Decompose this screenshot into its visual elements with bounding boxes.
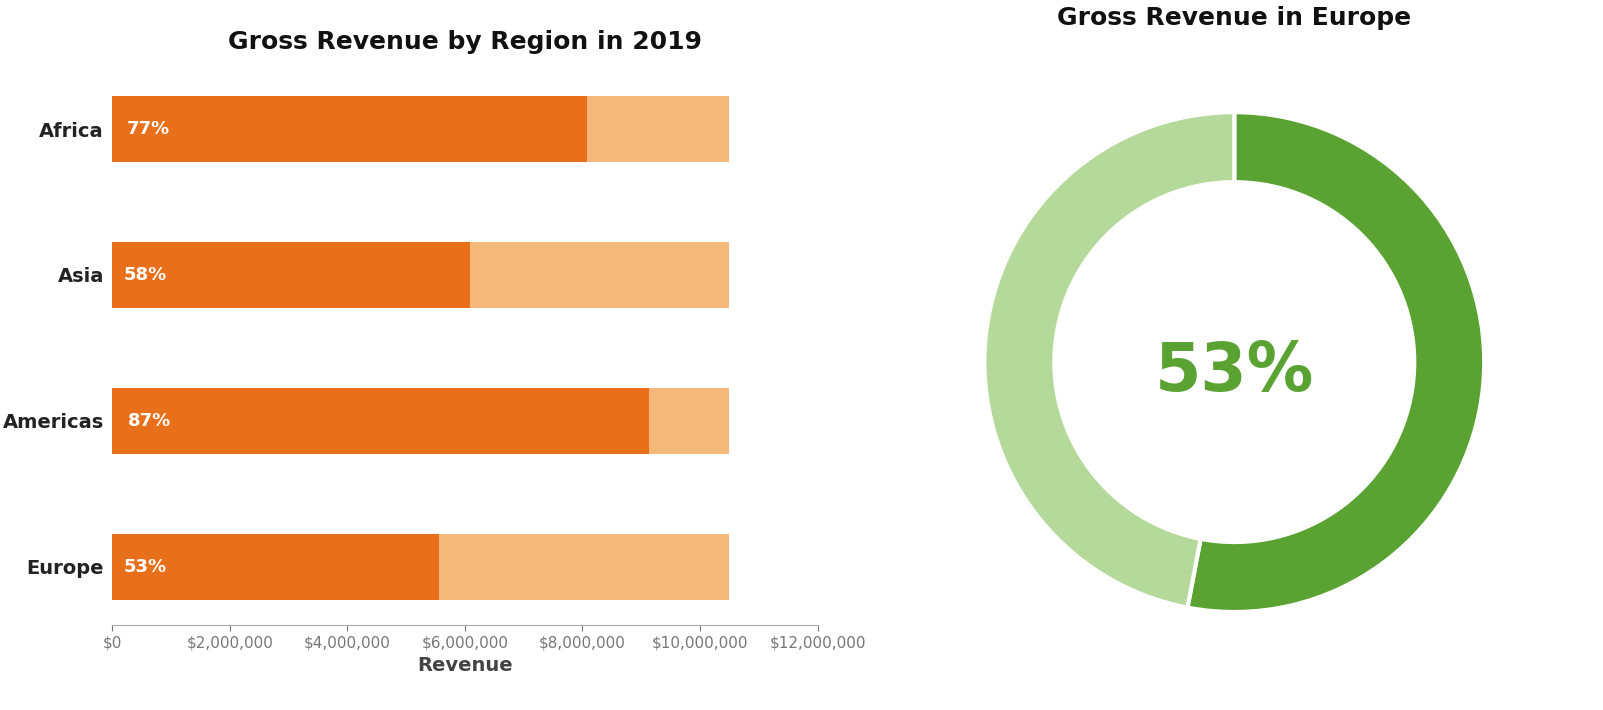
Bar bbox=[112, 388, 649, 454]
Text: 58%: 58% bbox=[123, 266, 167, 284]
Bar bbox=[112, 242, 470, 307]
Text: 77%: 77% bbox=[127, 120, 170, 138]
X-axis label: Revenue: Revenue bbox=[417, 656, 513, 674]
Bar bbox=[587, 96, 729, 162]
Bar bbox=[112, 534, 439, 600]
Bar bbox=[112, 96, 587, 162]
Text: 53%: 53% bbox=[1154, 339, 1314, 405]
Bar bbox=[470, 242, 729, 307]
Wedge shape bbox=[984, 112, 1234, 608]
Bar bbox=[439, 534, 729, 600]
Wedge shape bbox=[1188, 112, 1484, 612]
Bar bbox=[649, 388, 729, 454]
Text: 87%: 87% bbox=[128, 412, 172, 430]
Title: Gross Revenue in Europe: Gross Revenue in Europe bbox=[1058, 6, 1411, 30]
Text: 53%: 53% bbox=[123, 558, 167, 576]
Title: Gross Revenue by Region in 2019: Gross Revenue by Region in 2019 bbox=[228, 30, 702, 54]
